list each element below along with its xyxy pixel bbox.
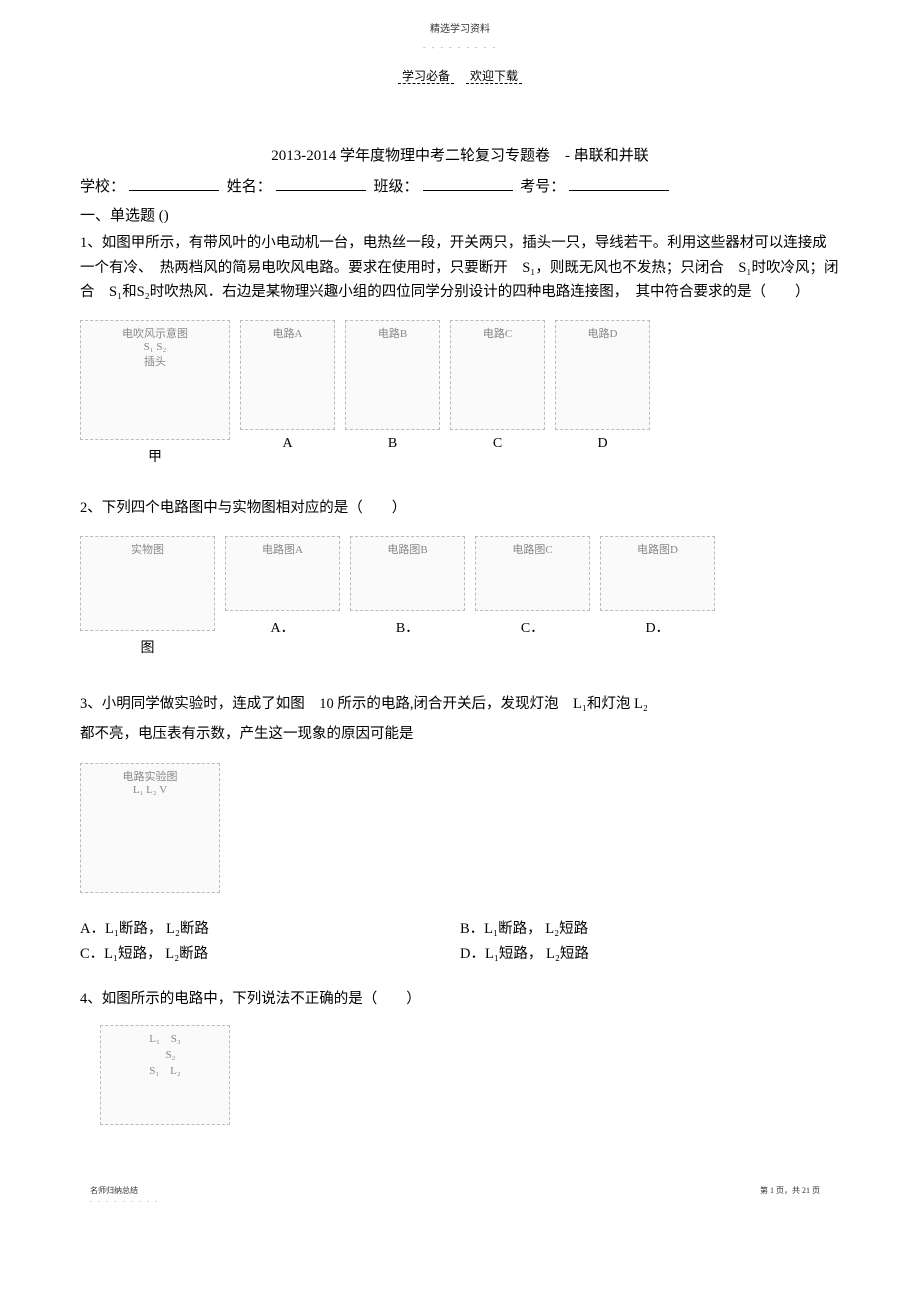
question-2-text: 2、下列四个电路图中与实物图相对应的是（ ） — [80, 496, 840, 521]
q2-fig-c: 电路图C C． — [475, 536, 590, 637]
q2-fig-real: 实物图 图 — [80, 536, 215, 657]
q2-diagram-d: 电路图D — [600, 536, 715, 611]
q1-diagram-jia: 电吹风示意图S₁ S₂插头 — [80, 320, 230, 440]
sub-header-left: 学习必备 — [398, 69, 454, 84]
q1-diagram-b: 电路B — [345, 320, 440, 430]
q1-fig-jia: 电吹风示意图S₁ S₂插头 甲 — [80, 320, 230, 466]
decor-dots-top: - - - - - - - - - — [60, 43, 860, 52]
q2-diagram-c: 电路图C — [475, 536, 590, 611]
q1-diagram-d: 电路D — [555, 320, 650, 430]
q2-opt-a: A． — [270, 617, 294, 637]
q1-fig-c: 电路C C — [450, 320, 545, 452]
q2-fig-b: 电路图B B． — [350, 536, 465, 637]
q3-opt-d: D．L₁短路， L₂短路 — [460, 942, 840, 963]
question-3-text-p2: 都不亮，电压表有示数，产生这一现象的原因可能是 — [80, 722, 840, 747]
q2-opt-d: D． — [645, 617, 669, 637]
q2-fig-d: 电路图D D． — [600, 536, 715, 637]
label-school: 学校： — [80, 179, 125, 195]
q3-opt-a: A．L₁断路， L₂断路 — [80, 917, 460, 938]
q4-diagram: L₁ S₃ S₂S₁ L₂ — [100, 1025, 230, 1125]
q2-diagram-real: 实物图 — [80, 536, 215, 631]
question-4-text: 4、如图所示的电路中，下列说法不正确的是（ ） — [80, 987, 840, 1012]
blank-school[interactable] — [129, 190, 219, 191]
q1-diagram-a: 电路A — [240, 320, 335, 430]
question-1-figures: 电吹风示意图S₁ S₂插头 甲 电路A A 电路B B 电路C C 电路D D — [80, 320, 840, 466]
q2-opt-b: B． — [396, 617, 419, 637]
q1-opt-a: A — [282, 436, 292, 452]
sub-header-right: 欢迎下载 — [466, 69, 522, 84]
q3-diagram: 电路实验图L₁ L₂ V — [80, 763, 220, 893]
q3-opt-b: B．L₁断路， L₂短路 — [460, 917, 840, 938]
q1-opt-b: B — [388, 436, 397, 452]
question-3-options: A．L₁断路， L₂断路 C．L₁短路， L₂断路 B．L₁断路， L₂短路 D… — [80, 913, 840, 967]
page-top-header: 精选学习资料 — [60, 20, 860, 35]
question-1-text: 1、如图甲所示，有带风叶的小电动机一台，电热丝一段，开关两只，插头一只，导线若干… — [80, 231, 840, 305]
q1-fig-b: 电路B B — [345, 320, 440, 452]
q2-fig-a: 电路图A A． — [225, 536, 340, 637]
blank-class[interactable] — [423, 190, 513, 191]
q1-fig-label-jia: 甲 — [148, 446, 162, 466]
section-1-heading: 一、单选题 () — [80, 204, 840, 225]
label-name: 姓名： — [227, 179, 272, 195]
question-3-text-p1: 3、小明同学做实验时，连成了如图 10 所示的电路,闭合开关后，发现灯泡 L₁和… — [80, 692, 840, 717]
q3-opt-c: C．L₁短路， L₂断路 — [80, 942, 460, 963]
q2-diagram-b: 电路图B — [350, 536, 465, 611]
q1-fig-a: 电路A A — [240, 320, 335, 452]
footer-left-text: 名师归纳总结 — [90, 1185, 138, 1196]
decor-dots-bottom: - - - - - - - - - — [90, 1197, 159, 1205]
q2-fig-label: 图 — [141, 637, 155, 657]
q1-fig-d: 电路D D — [555, 320, 650, 452]
q1-diagram-c: 电路C — [450, 320, 545, 430]
label-class: 班级： — [374, 179, 419, 195]
blank-id[interactable] — [569, 190, 669, 191]
page-sub-header: 学习必备 欢迎下载 — [60, 67, 860, 84]
q1-opt-c: C — [493, 436, 502, 452]
label-id: 考号： — [520, 179, 565, 195]
footer-page-number: 第 1 页，共 21 页 — [760, 1185, 820, 1196]
exam-title: 2013-2014 学年度物理中考二轮复习专题卷 - 串联和并联 — [80, 144, 840, 165]
student-info-line: 学校： 姓名： 班级： 考号： — [80, 175, 840, 196]
blank-name[interactable] — [276, 190, 366, 191]
q2-diagram-a: 电路图A — [225, 536, 340, 611]
q2-opt-c: C． — [521, 617, 544, 637]
question-2-figures: 实物图 图 电路图A A． 电路图B B． 电路图C C． 电路图D D． — [80, 536, 840, 657]
q1-opt-d: D — [597, 436, 607, 452]
